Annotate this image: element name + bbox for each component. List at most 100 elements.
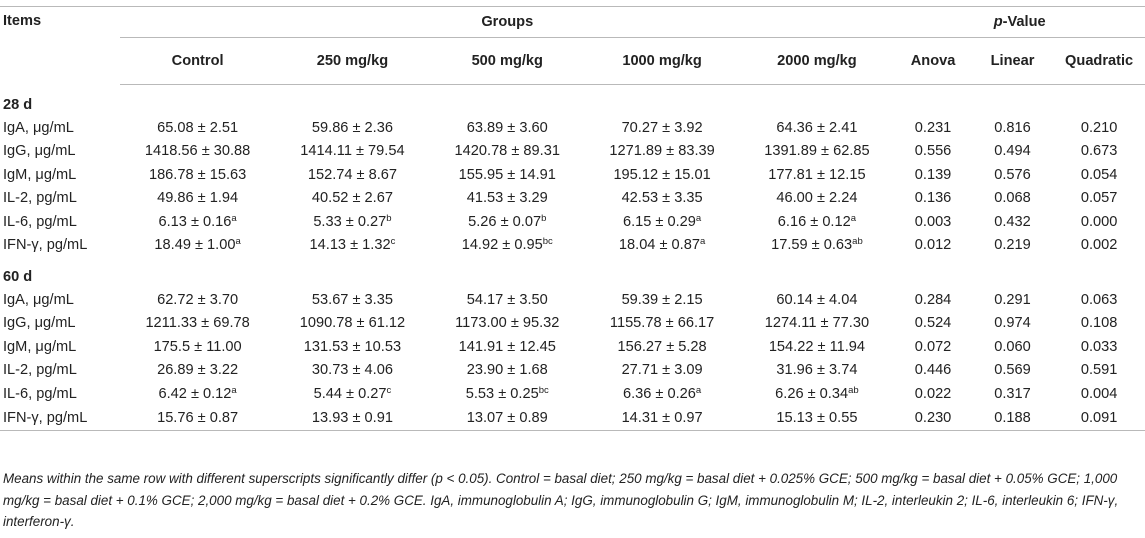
- group-value-cell: 15.76 ± 0.87: [120, 405, 276, 431]
- group-value-cell: 6.13 ± 0.16a: [120, 210, 275, 234]
- p-value-cell: 0.524: [914, 315, 952, 332]
- group-value-cell: 155.95 ± 14.91: [430, 163, 585, 187]
- mean-sem-value: 13.07 ± 0.89: [466, 409, 548, 426]
- mean-sem-value: 1420.78 ± 89.31: [454, 143, 560, 160]
- significance-superscript: ab: [852, 236, 863, 248]
- p-value-cell: 0.210: [1080, 119, 1118, 136]
- significance-superscript: bc: [538, 384, 549, 396]
- mean-sem-value: 27.71 ± 3.09: [621, 362, 703, 379]
- mean-sem-value: 40.52 ± 2.67: [311, 190, 393, 207]
- group-value-cell: 18.04 ± 0.87a: [585, 234, 740, 258]
- significance-superscript: a: [231, 212, 237, 224]
- significance-superscript: a: [235, 236, 241, 248]
- mean-sem-value: 18.04 ± 0.87: [618, 237, 700, 254]
- mean-sem-value: 1155.78 ± 66.17: [609, 315, 715, 332]
- mean-sem-value: 5.33 ± 0.27: [313, 213, 387, 230]
- group-value-cell: 1155.78 ± 66.17: [585, 312, 740, 336]
- group-value-cell: 1211.33 ± 69.78: [120, 312, 275, 336]
- mean-sem-value: 5.44 ± 0.27: [313, 385, 387, 402]
- table-row: IgA, μg/mL 62.72 ± 3.70 53.67 ± 3.35 54.17 …: [0, 288, 1145, 312]
- group-value-cell: 13.07 ± 0.89: [429, 405, 585, 431]
- mean-sem-value: 6.15 ± 0.29: [622, 213, 696, 230]
- mean-sem-value: 6.13 ± 0.16: [158, 213, 232, 230]
- group-value-cell: 5.53 ± 0.25bc: [430, 382, 585, 406]
- group-value-cell: 18.49 ± 1.00a: [120, 234, 275, 258]
- group-value-cell: 60.14 ± 4.04: [740, 288, 895, 312]
- mean-sem-value: 1271.89 ± 83.39: [609, 143, 715, 160]
- mean-sem-value: 6.16 ± 0.12: [777, 213, 851, 230]
- p-value-cell: 0.060: [994, 338, 1031, 355]
- mean-sem-value: 14.92 ± 0.95: [461, 237, 543, 254]
- table-row: IL-6, pg/mL 6.42 ± 0.12a 5.44 ± 0.27c 5.53 …: [0, 382, 1145, 406]
- col-header-control: Control: [120, 37, 276, 85]
- group-value-cell: 53.67 ± 3.35: [275, 288, 430, 312]
- p-value-cell: 0.591: [1080, 362, 1118, 379]
- section-row: 60 d: [0, 257, 1145, 288]
- table-row: IL-6, pg/mL 6.13 ± 0.16a 5.33 ± 0.27b 5.26 …: [0, 210, 1145, 234]
- mean-sem-value: 177.81 ± 12.15: [768, 166, 866, 183]
- p-value-cell: 0.108: [1080, 315, 1118, 332]
- p-letter: p: [993, 14, 1003, 30]
- table-row: IFN-γ, pg/mL 18.49 ± 1.00a 14.13 ± 1.32c 14…: [0, 234, 1145, 258]
- group-value-cell: 14.13 ± 1.32c: [275, 234, 430, 258]
- mean-sem-value: 156.27 ± 5.28: [617, 338, 707, 355]
- mean-sem-value: 70.27 ± 3.92: [621, 119, 703, 136]
- group-value-cell: 6.15 ± 0.29a: [585, 210, 740, 234]
- row-item-label: IL-6, pg/mL: [3, 213, 77, 230]
- group-value-cell: 14.31 ± 0.97: [584, 405, 740, 431]
- mean-sem-value: 23.90 ± 1.68: [466, 362, 548, 379]
- p-value-cell: 0.230: [894, 405, 972, 431]
- row-item-label: IL-6, pg/mL: [3, 385, 77, 402]
- mean-sem-value: 54.17 ± 3.50: [466, 291, 548, 308]
- row-item-label: IgA, μg/mL: [3, 119, 74, 136]
- row-item-label: IgM, μg/mL: [3, 166, 77, 183]
- group-value-cell: 6.42 ± 0.12a: [120, 382, 275, 406]
- group-value-cell: 42.53 ± 3.35: [585, 187, 740, 211]
- significance-superscript: c: [386, 384, 392, 396]
- section-row: 28 d: [0, 85, 1145, 117]
- table-row: IgM, μg/mL 186.78 ± 15.63 152.74 ± 8.67 155…: [0, 163, 1145, 187]
- mean-sem-value: 18.49 ± 1.00: [154, 237, 236, 254]
- group-value-cell: 59.86 ± 2.36: [275, 116, 430, 140]
- significance-superscript: bc: [542, 236, 553, 248]
- group-value-cell: 6.16 ± 0.12a: [740, 210, 895, 234]
- mean-sem-value: 14.13 ± 1.32: [309, 237, 391, 254]
- group-value-cell: 152.74 ± 8.67: [275, 163, 430, 187]
- group-value-cell: 62.72 ± 3.70: [120, 288, 275, 312]
- group-value-cell: 14.92 ± 0.95bc: [430, 234, 585, 258]
- row-item-label: IgM, μg/mL: [3, 338, 77, 355]
- p-value-suffix: -Value: [1002, 14, 1046, 30]
- p-value-cell: 0.072: [914, 338, 952, 355]
- p-value-cell: 0.231: [914, 119, 952, 136]
- p-value-cell: 0.068: [994, 190, 1031, 207]
- mean-sem-value: 31.96 ± 3.74: [776, 362, 858, 379]
- group-value-cell: 131.53 ± 10.53: [275, 335, 430, 359]
- table-row: IgG, μg/mL 1418.56 ± 30.88 1414.11 ± 79.54…: [0, 140, 1145, 164]
- section-label: 60 d: [3, 269, 33, 285]
- p-value-cell: 0.974: [994, 315, 1031, 332]
- table-header: Items Groups p-Value Control 250 mg/kg 5…: [0, 6, 1145, 85]
- mean-sem-value: 30.73 ± 4.06: [311, 362, 393, 379]
- col-header-500: 500 mg/kg: [429, 37, 585, 85]
- table-row: IL-2, pg/mL 26.89 ± 3.22 30.73 ± 4.06 23.90…: [0, 359, 1145, 383]
- table-row: IgA, μg/mL 65.08 ± 2.51 59.86 ± 2.36 63.89 …: [0, 116, 1145, 140]
- p-value-cell: 0.012: [914, 237, 952, 254]
- mean-sem-value: 195.12 ± 15.01: [613, 166, 711, 183]
- group-value-cell: 31.96 ± 3.74: [740, 359, 895, 383]
- group-value-cell: 40.52 ± 2.67: [275, 187, 430, 211]
- group-value-cell: 1271.89 ± 83.39: [585, 140, 740, 164]
- p-value-cell: 0.673: [1080, 143, 1118, 160]
- mean-sem-value: 41.53 ± 3.29: [466, 190, 548, 207]
- mean-sem-value: 175.5 ± 11.00: [153, 338, 242, 355]
- group-value-cell: 177.81 ± 12.15: [740, 163, 895, 187]
- table-row: IgM, μg/mL 175.5 ± 11.00 131.53 ± 10.53 141…: [0, 335, 1145, 359]
- p-value-cell: 0.291: [994, 291, 1031, 308]
- group-value-cell: 1090.78 ± 61.12: [275, 312, 430, 336]
- group-value-cell: 26.89 ± 3.22: [120, 359, 275, 383]
- mean-sem-value: 152.74 ± 8.67: [307, 166, 398, 183]
- group-value-cell: 64.36 ± 2.41: [740, 116, 895, 140]
- mean-sem-value: 154.22 ± 11.94: [768, 338, 866, 355]
- mean-sem-value: 65.08 ± 2.51: [157, 119, 239, 136]
- group-value-cell: 175.5 ± 11.00: [120, 335, 275, 359]
- significance-superscript: ab: [848, 384, 859, 396]
